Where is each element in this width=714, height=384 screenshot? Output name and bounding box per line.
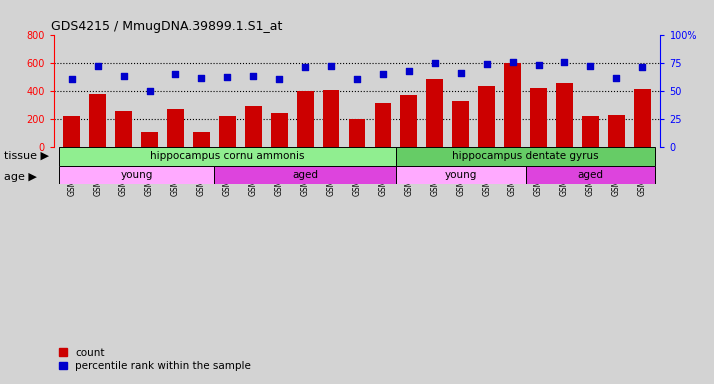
Point (610, 75, 622, 81)
Point (377, 71, 388, 77)
Bar (582, 116, 599, 147)
Bar (478, 86, 495, 147)
Point (533, 62, 544, 68)
Bar (401, 95, 417, 147)
Point (585, 63, 596, 69)
Point (273, 76, 285, 83)
Point (455, 70, 466, 76)
Text: tissue ▶: tissue ▶ (4, 151, 49, 161)
Bar (396, 147, 655, 166)
Point (196, 75, 207, 81)
Text: aged: aged (292, 170, 318, 180)
Bar (64, 116, 80, 147)
Text: aged: aged (578, 170, 603, 180)
Point (299, 64, 311, 70)
Point (118, 73, 129, 79)
Point (248, 73, 259, 79)
Point (144, 88, 155, 94)
Bar (426, 78, 443, 147)
Bar (219, 116, 236, 147)
Text: GDS4215 / MmugDNA.39899.1.S1_at: GDS4215 / MmugDNA.39899.1.S1_at (51, 20, 282, 33)
Bar (214, 166, 396, 184)
Bar (634, 89, 650, 147)
Bar (297, 91, 313, 147)
Point (507, 58, 518, 65)
Bar (452, 101, 469, 147)
Bar (526, 166, 655, 184)
Bar (89, 94, 106, 147)
Point (221, 74, 233, 80)
Bar (323, 90, 339, 147)
Bar (167, 109, 184, 147)
Bar (396, 166, 526, 184)
Text: hippocampus cornu ammonis: hippocampus cornu ammonis (150, 151, 305, 161)
Point (481, 61, 493, 67)
Bar (608, 115, 625, 147)
Bar (271, 113, 288, 147)
Point (429, 60, 441, 66)
Text: hippocampus dentate gyrus: hippocampus dentate gyrus (452, 151, 599, 161)
Point (351, 76, 363, 83)
Bar (59, 166, 214, 184)
Text: age ▶: age ▶ (4, 172, 36, 182)
Point (637, 64, 648, 70)
Point (170, 71, 181, 77)
Legend: count, percentile rank within the sample: count, percentile rank within the sample (59, 348, 251, 371)
Text: young: young (445, 170, 477, 180)
Text: young: young (121, 170, 153, 180)
Bar (141, 132, 158, 147)
Bar (193, 132, 210, 147)
Bar (375, 103, 391, 147)
Bar (115, 111, 132, 147)
Point (403, 68, 415, 74)
Bar (504, 63, 521, 147)
Point (559, 58, 570, 65)
Bar (530, 88, 547, 147)
Point (326, 63, 337, 69)
Bar (59, 147, 396, 166)
Point (92, 63, 104, 69)
Bar (556, 83, 573, 147)
Bar (245, 106, 262, 147)
Point (66, 76, 77, 83)
Bar (348, 119, 366, 147)
